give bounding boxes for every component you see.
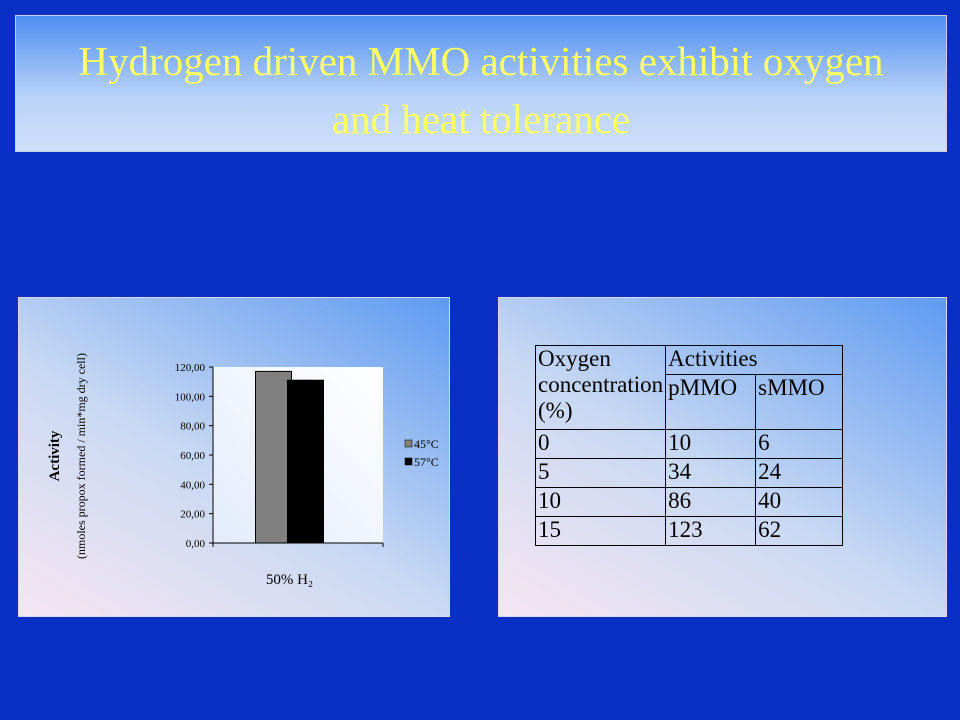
title-box: Hydrogen driven MMO activities exhibit o… [15,15,947,152]
chart: Activity (nmoles propox formed / min*mg … [47,353,439,588]
table-row: 0 10 6 [534,429,844,459]
slide-title: Hydrogen driven MMO activities exhibit o… [78,38,884,142]
y-tick-label: 120,00 [175,362,206,374]
table-row: 10 86 40 [534,487,844,517]
bar [287,379,324,544]
table-row: 5 34 24 [534,458,844,488]
legend-swatch [404,439,413,448]
y-tick-label: 0,00 [186,538,206,550]
table-cell: 10 [665,429,757,459]
data-table: Oxygen concentration (%) Activities pMMO sM… [534,345,844,546]
table-row: 15 123 62 [534,516,844,546]
table-cell: 10 [534,487,667,517]
table-cell: 15 [534,516,667,546]
table-cell: 24 [755,458,844,488]
table-cell: 62 [755,516,844,546]
table-cell: 86 [665,487,757,517]
table-row: Oxygen concentration (%) Activities [534,345,844,430]
y-tick-label: 80,00 [180,421,205,433]
legend-swatch [404,457,413,466]
table-cell: pMMO [665,374,757,430]
table-cell: 0 [534,429,667,459]
table-cell: 6 [755,429,844,459]
table-cell: 40 [755,487,844,517]
table-cell: 123 [665,516,757,546]
legend-label: 57°C [414,455,439,469]
y-tick-label: 40,00 [180,479,205,491]
table-cell: sMMO [755,374,844,430]
chart-panel: Activity (nmoles propox formed / min*mg … [18,297,450,617]
table-cell: Oxygen concentration (%) [534,345,667,430]
y-axis-title: Activity [47,430,63,481]
table-cell: 5 [534,458,667,488]
x-tick-label: 50% H₂ [266,572,313,588]
bar [255,370,292,544]
table-cell: Activities [665,345,844,375]
table-row: pMMO sMMO [536,374,844,430]
y-axis-subtitle: (nmoles propox formed / min*mg dry cell) [74,353,88,559]
y-tick-label: 100,00 [175,391,206,403]
legend-label: 45°C [414,437,439,451]
table-cell: 34 [665,458,757,488]
y-tick-label: 20,00 [180,509,205,521]
y-tick-label: 60,00 [180,450,205,462]
